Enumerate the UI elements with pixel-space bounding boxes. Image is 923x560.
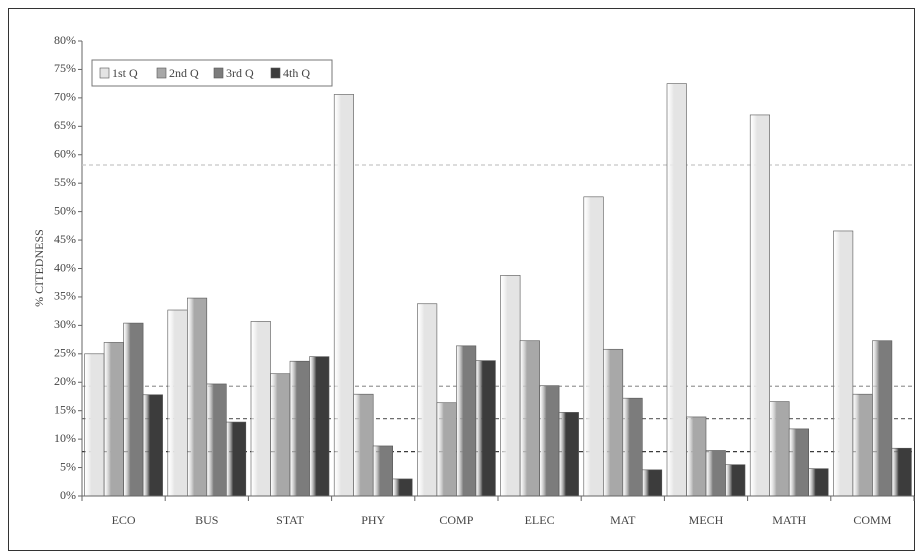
bar	[250, 321, 271, 497]
bar	[808, 468, 829, 497]
y-tick-label: 40%	[54, 260, 76, 274]
bar	[436, 402, 457, 497]
legend-label: 4th Q	[283, 66, 310, 80]
bar	[84, 353, 105, 497]
y-tick-label: 15%	[54, 402, 76, 416]
bar	[392, 478, 413, 497]
legend-box	[91, 59, 333, 87]
x-tick-label: STAT	[276, 513, 304, 527]
legend-swatch	[270, 67, 281, 79]
y-tick-label: 45%	[54, 232, 76, 246]
bar	[206, 383, 227, 497]
bar	[749, 114, 771, 497]
bar	[602, 348, 624, 497]
bar	[539, 385, 560, 497]
bar	[558, 412, 579, 497]
y-tick-label: 30%	[54, 317, 76, 331]
x-tick-label: ELEC	[525, 513, 555, 527]
bar	[666, 83, 687, 497]
y-tick-label: 55%	[54, 175, 76, 189]
bar	[417, 303, 438, 497]
bar	[725, 464, 746, 497]
bar	[686, 416, 707, 497]
bar	[891, 447, 912, 497]
x-tick-label: COMP	[439, 513, 473, 527]
bar	[333, 94, 355, 497]
bar	[456, 345, 477, 497]
x-tick-label: PHY	[361, 513, 385, 527]
bar	[226, 421, 247, 497]
y-tick-label: 10%	[54, 431, 76, 445]
y-tick-label: 60%	[54, 147, 76, 161]
bar	[769, 401, 790, 497]
bar	[641, 469, 663, 497]
bar	[309, 356, 330, 497]
legend-label: 2nd Q	[169, 66, 199, 80]
y-tick-label: 65%	[54, 118, 76, 132]
bar	[103, 342, 124, 497]
bar	[583, 196, 604, 497]
bar	[788, 428, 810, 497]
y-tick-label: 20%	[54, 374, 76, 388]
x-tick-label: MATH	[772, 513, 806, 527]
bar	[167, 309, 188, 497]
bar	[833, 230, 854, 497]
legend-label: 3rd Q	[226, 66, 254, 80]
bar	[270, 373, 291, 497]
x-tick-label: COMM	[853, 513, 891, 527]
y-tick-label: 25%	[54, 346, 76, 360]
bar	[500, 275, 521, 497]
bar	[123, 322, 144, 497]
bar	[705, 450, 726, 497]
y-tick-label: 35%	[54, 289, 76, 303]
x-tick-label: BUS	[195, 513, 218, 527]
y-tick-label: 70%	[54, 90, 76, 104]
bar	[872, 340, 893, 497]
bar	[622, 397, 643, 497]
y-tick-label: 80%	[54, 33, 76, 47]
bar	[187, 297, 208, 497]
bar	[852, 393, 873, 497]
x-tick-label: ECO	[112, 513, 136, 527]
legend-label: 1st Q	[112, 66, 138, 80]
bar	[519, 340, 540, 497]
bar	[353, 393, 374, 497]
y-tick-label: 50%	[54, 203, 76, 217]
legend-swatch	[99, 67, 110, 79]
legend-swatch	[213, 67, 224, 79]
y-tick-label: 0%	[60, 488, 76, 502]
bar	[289, 360, 310, 497]
y-tick-label: 5%	[60, 459, 76, 473]
y-axis-label: % CITEDNESS	[32, 229, 46, 307]
y-tick-label: 75%	[54, 61, 76, 75]
bar	[475, 360, 496, 497]
x-tick-label: MAT	[610, 513, 636, 527]
legend-swatch	[156, 67, 167, 79]
bar	[372, 445, 394, 497]
bar	[142, 394, 163, 497]
x-tick-label: MECH	[689, 513, 724, 527]
